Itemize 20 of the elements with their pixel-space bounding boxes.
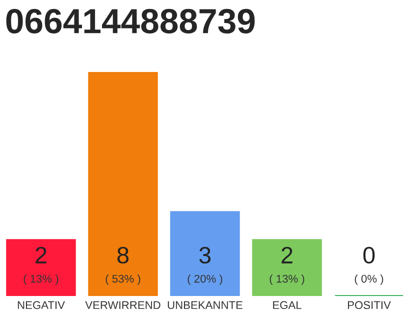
data-label: 2: [282, 246, 292, 264]
chart-title: 0664144888739: [6, 8, 255, 34]
annotation: ( 0% ): [354, 274, 384, 285]
bar: [6, 239, 76, 296]
bar: [88, 72, 158, 296]
bar: [252, 239, 322, 296]
bar: [170, 211, 240, 296]
x-tick-label: NEGATIV: [18, 301, 65, 310]
data-label: 8: [117, 246, 129, 264]
annotation: ( 53% ): [106, 274, 140, 285]
data-label: 3: [199, 246, 211, 264]
x-tick-label: POSITIV: [348, 301, 391, 310]
x-tick-label: UNBEKANNTE: [168, 301, 242, 310]
data-label: 2: [36, 246, 46, 264]
annotation: ( 20% ): [188, 274, 222, 285]
annotation: ( 13% ): [270, 274, 304, 285]
annotation: ( 13% ): [24, 274, 58, 285]
data-label: 0: [363, 246, 375, 264]
x-tick-label: EGAL: [273, 301, 302, 310]
x-tick-label: VERWIRREND: [85, 301, 160, 309]
